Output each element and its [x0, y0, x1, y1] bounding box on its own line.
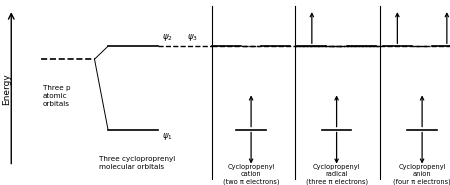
Text: Cyclopropenyl
anion
(four π electrons): Cyclopropenyl anion (four π electrons) — [393, 164, 450, 185]
Text: $\psi_1$: $\psi_1$ — [162, 131, 173, 142]
Text: $\psi_3$: $\psi_3$ — [187, 32, 198, 43]
Text: Energy: Energy — [2, 73, 11, 105]
Text: Cyclopropenyl
radical
(three π electrons): Cyclopropenyl radical (three π electrons… — [306, 164, 368, 185]
Text: Three cycloproprenyl
molecular orbitals: Three cycloproprenyl molecular orbitals — [99, 156, 175, 170]
Text: $\psi_2$: $\psi_2$ — [162, 32, 173, 43]
Text: Three p
atomic
orbitals: Three p atomic orbitals — [43, 85, 70, 107]
Text: Cyclopropenyl
cation
(two π electrons): Cyclopropenyl cation (two π electrons) — [223, 164, 279, 185]
